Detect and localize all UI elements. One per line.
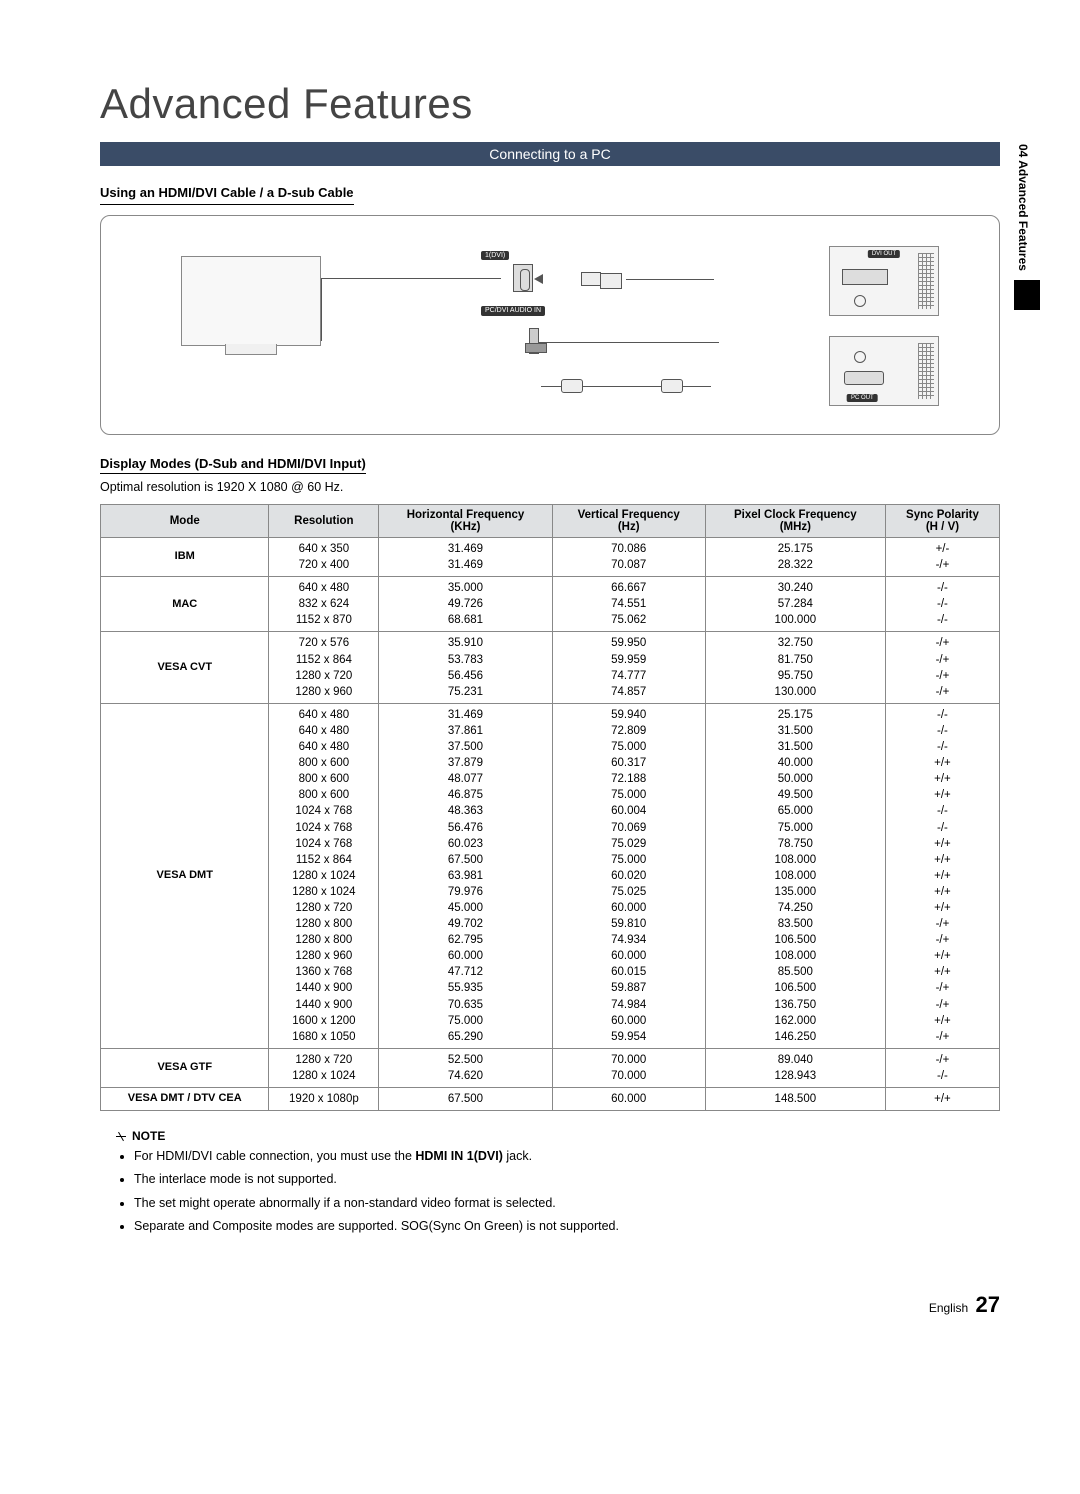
label-dvi-port: 1(DVI) [481,251,509,260]
data-cell: 640 x 350720 x 400 [269,538,379,577]
dvi-connector-icon [581,272,601,286]
data-cell: 640 x 480832 x 6241152 x 870 [269,577,379,632]
pc-rear-panel-dvi: DVI OUT [829,246,939,316]
label-audio-port: PC/DVI AUDIO IN [481,306,545,316]
data-cell: 31.46937.86137.50037.87948.07746.87548.3… [379,703,552,1048]
pc-vent-icon [918,343,934,399]
data-cell: 31.46931.469 [379,538,552,577]
data-cell: -/+-/+-/+-/+ [885,632,999,703]
data-cell: 32.75081.75095.750130.000 [705,632,885,703]
pc-tag: DVI OUT [868,250,900,258]
data-cell: 25.17528.322 [705,538,885,577]
data-cell: 640 x 480640 x 480640 x 480800 x 600800 … [269,703,379,1048]
page-footer: English 27 [0,1282,1080,1318]
audio-jack-icon [529,328,539,354]
data-cell: 66.66774.55175.062 [552,577,705,632]
note-icon [114,1130,128,1144]
note-item: The set might operate abnormally if a no… [134,1195,1000,1213]
pc-rear-panel-vga: PC OUT [829,336,939,406]
note-label: NOTE [114,1129,1000,1144]
cable-line [321,278,501,279]
column-header: Horizontal Frequency(KHz) [379,505,552,538]
data-cell: +/--/+ [885,538,999,577]
arrow-left-icon [534,274,543,284]
mode-cell: VESA DMT [101,703,269,1048]
footer-language: English [929,1301,968,1315]
data-cell: 30.24057.284100.000 [705,577,885,632]
data-cell: 67.500 [379,1088,552,1111]
cable-line [321,278,322,341]
pc-audio-icon [854,295,866,307]
data-cell: 52.50074.620 [379,1048,552,1087]
vga-connector-icon [561,379,583,393]
data-cell: 70.08670.087 [552,538,705,577]
data-cell: -/--/--/-+/++/++/+-/--/-+/++/++/++/++/+-… [885,703,999,1048]
mode-cell: VESA GTF [101,1048,269,1087]
vga-connector-icon [661,379,683,393]
pc-tag: PC OUT [847,394,878,402]
cable-line [626,279,714,280]
connection-diagram: 1(DVI) PC/DVI AUDIO IN DVI OUT PC OUT [100,215,1000,435]
data-cell: 35.91053.78356.45675.231 [379,632,552,703]
notes-section: NOTE For HDMI/DVI cable connection, you … [100,1129,1000,1236]
mode-cell: IBM [101,538,269,577]
note-item: For HDMI/DVI cable connection, you must … [134,1148,1000,1166]
data-cell: +/+ [885,1088,999,1111]
display-modes-table: ModeResolutionHorizontal Frequency(KHz)V… [100,504,1000,1111]
data-cell: 25.17531.50031.50040.00050.00049.50065.0… [705,703,885,1048]
data-cell: 35.00049.72668.681 [379,577,552,632]
data-cell: -/+-/- [885,1048,999,1087]
pc-vent-icon [918,253,934,309]
column-header: Sync Polarity(H / V) [885,505,999,538]
mode-cell: MAC [101,577,269,632]
pc-dvi-port-icon [842,269,888,285]
data-cell: -/--/--/- [885,577,999,632]
pc-vga-port-icon [844,371,884,385]
dvi-port-icon [513,264,533,292]
tv-icon [181,256,321,346]
page-number: 27 [976,1292,1000,1317]
column-header: Resolution [269,505,379,538]
subhead-display-modes: Display Modes (D-Sub and HDMI/DVI Input) [100,456,366,474]
section-banner: Connecting to a PC [100,142,1000,166]
column-header: Pixel Clock Frequency(MHz) [705,505,885,538]
data-cell: 59.94072.80975.00060.31772.18875.00060.0… [552,703,705,1048]
data-cell: 720 x 5761152 x 8641280 x 7201280 x 960 [269,632,379,703]
subhead-using-cable: Using an HDMI/DVI Cable / a D-sub Cable [100,185,354,205]
column-header: Mode [101,505,269,538]
column-header: Vertical Frequency(Hz) [552,505,705,538]
pc-audio-icon [854,351,866,363]
mode-cell: VESA CVT [101,632,269,703]
page-title: Advanced Features [100,80,1000,128]
data-cell: 1920 x 1080p [269,1088,379,1111]
note-item: The interlace mode is not supported. [134,1171,1000,1189]
mode-cell: VESA DMT / DTV CEA [101,1088,269,1111]
note-item: Separate and Composite modes are support… [134,1218,1000,1236]
data-cell: 59.95059.95974.77774.857 [552,632,705,703]
data-cell: 148.500 [705,1088,885,1111]
optimal-resolution-text: Optimal resolution is 1920 X 1080 @ 60 H… [100,480,1000,494]
data-cell: 89.040128.943 [705,1048,885,1087]
cable-line [539,342,719,343]
data-cell: 70.00070.000 [552,1048,705,1087]
data-cell: 1280 x 7201280 x 1024 [269,1048,379,1087]
data-cell: 60.000 [552,1088,705,1111]
